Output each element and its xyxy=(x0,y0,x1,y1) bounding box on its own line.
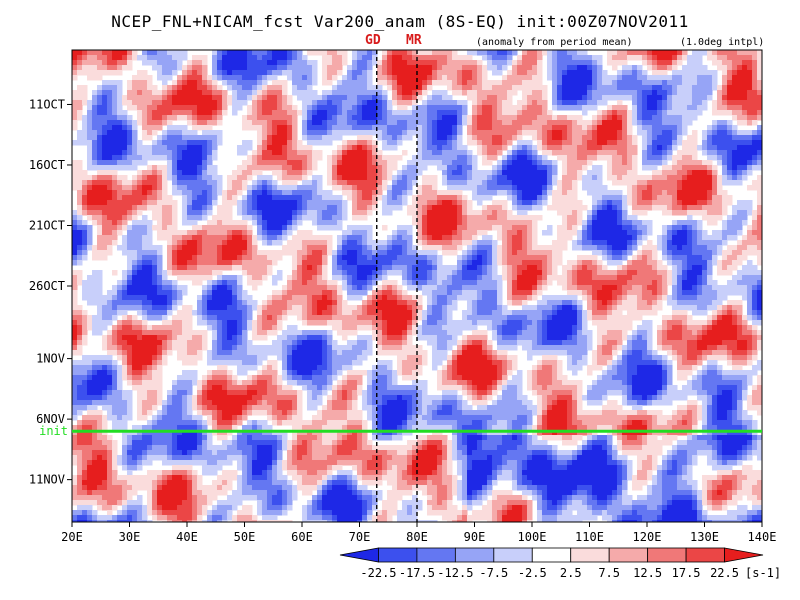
colorbar-label: -17.5 xyxy=(399,566,435,580)
interpolation-note: (1.0deg intpl) xyxy=(680,37,765,48)
y-tick-label: 16OCT xyxy=(29,158,65,172)
colorbar-label: -12.5 xyxy=(437,566,473,580)
y-tick-label: 11NOV xyxy=(29,473,65,487)
init-label: init xyxy=(39,424,68,438)
x-tick-label: 90E xyxy=(464,530,486,544)
colorbar-swatch xyxy=(378,547,418,563)
colorbar-swatch xyxy=(647,547,687,563)
colorbar-swatch xyxy=(416,547,456,563)
anomaly-field xyxy=(72,50,762,522)
colorbar-label: 2.5 xyxy=(560,566,582,580)
x-tick-label: 20E xyxy=(61,530,83,544)
y-tick-label: 21OCT xyxy=(29,218,65,232)
x-tick-label: 140E xyxy=(748,530,777,544)
y-tick-label: 26OCT xyxy=(29,279,65,293)
colorbar-unit: [s-1] xyxy=(745,566,781,580)
colorbar-swatch xyxy=(493,547,533,563)
chart-title: NCEP_FNL+NICAM_fcst Var200_anam (8S-EQ) … xyxy=(111,12,689,31)
x-tick-label: 40E xyxy=(176,530,198,544)
x-tick-label: 50E xyxy=(234,530,256,544)
x-tick-label: 80E xyxy=(406,530,428,544)
colorbar-label: -7.5 xyxy=(479,566,508,580)
x-tick-label: 70E xyxy=(349,530,371,544)
x-tick-label: 60E xyxy=(291,530,313,544)
x-tick-label: 30E xyxy=(119,530,141,544)
colorbar-swatch xyxy=(531,547,572,563)
colorbar-swatch xyxy=(454,547,495,563)
colorbar-label: 12.5 xyxy=(633,566,662,580)
x-tick-label: 110E xyxy=(575,530,604,544)
colorbar-label: -22.5 xyxy=(360,566,396,580)
colorbar-swatch xyxy=(608,547,649,563)
colorbar-label: 22.5 xyxy=(710,566,739,580)
colorbar-swatch xyxy=(339,547,379,563)
colorbar-swatch xyxy=(724,547,764,563)
x-tick-label: 100E xyxy=(518,530,547,544)
y-tick-label: 11OCT xyxy=(29,97,65,111)
x-tick-label: 120E xyxy=(633,530,662,544)
x-tick-label: 130E xyxy=(690,530,719,544)
colorbar-label: -2.5 xyxy=(518,566,547,580)
colorbar: -22.5 -17.5 -12.5 -7.5 -2.5 2.5 7.5 12.5 17.5 22.… xyxy=(339,547,781,580)
y-tick-label: 1NOV xyxy=(36,352,65,366)
colorbar-label: 17.5 xyxy=(672,566,701,580)
anomaly-note: (anomaly from period mean) xyxy=(476,37,633,48)
marker-label-mr: MR xyxy=(406,33,422,48)
colorbar-swatch xyxy=(685,547,725,563)
colorbar-swatch xyxy=(570,547,610,563)
colorbar-label: 7.5 xyxy=(598,566,620,580)
marker-label-gd: GD xyxy=(365,33,381,48)
y-tick-label: 6NOV xyxy=(36,412,65,426)
